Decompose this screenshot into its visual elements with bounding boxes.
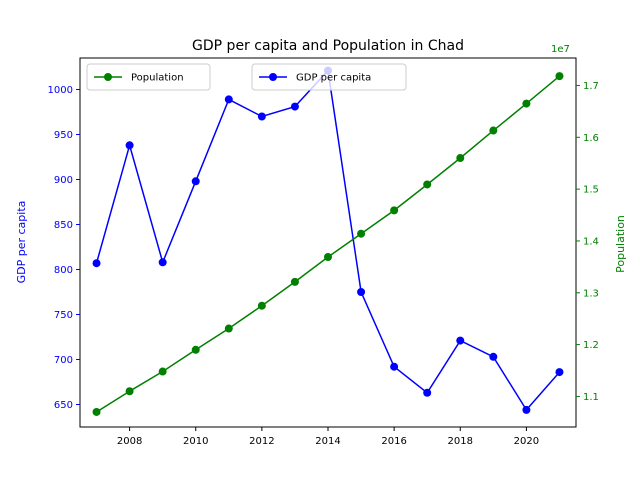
- y-axis-right: 1.1 1.2 1.3 1.4 1.5 1.6 1.7: [576, 81, 599, 403]
- legend: Population: [86, 63, 211, 91]
- data-point: [390, 206, 399, 215]
- data-point: [423, 180, 432, 189]
- y-tick-label: 750: [54, 310, 73, 321]
- data-point: [125, 387, 134, 396]
- y-tick-label: 950: [54, 130, 73, 141]
- data-point: [158, 258, 167, 267]
- legend-marker: [269, 73, 277, 81]
- data-point: [224, 95, 233, 104]
- legend-label: GDP per capita: [296, 73, 371, 84]
- data-point: [357, 229, 366, 238]
- series-line: [96, 75, 560, 413]
- data-point: [456, 336, 465, 345]
- y-tick-label: 650: [54, 400, 73, 411]
- x-tick-label: 2020: [514, 436, 539, 447]
- data-point: [357, 288, 366, 296]
- data-point: [390, 362, 399, 371]
- y-tick-label: 850: [54, 220, 73, 231]
- legend-box: [251, 63, 407, 91]
- data-point: [456, 154, 465, 163]
- y2-tick-label: 1.7: [583, 81, 599, 92]
- data-point: [290, 102, 299, 111]
- x-tick-label: 2014: [315, 436, 340, 447]
- y-tick-label: 700: [54, 355, 73, 366]
- y2-tick-label: 1.2: [583, 340, 599, 351]
- y2-tick-label: 1.3: [583, 288, 599, 299]
- data-point: [224, 324, 233, 333]
- data-point: [489, 126, 498, 135]
- data-point: [522, 405, 531, 414]
- y2-tick-label: 1.5: [583, 185, 599, 196]
- y-tick-label: 900: [54, 175, 73, 186]
- y2-axis-title: Population: [614, 215, 627, 273]
- y2-tick-label: 1.6: [583, 133, 599, 144]
- y-axis-left: 650 700 750 800 850 900 950 1000: [48, 85, 80, 411]
- data-point: [423, 388, 432, 397]
- x-tick-label: 2008: [117, 436, 142, 447]
- data-point: [125, 141, 134, 150]
- legend-marker: [104, 73, 112, 81]
- x-tick-label: 2018: [448, 436, 473, 447]
- y-tick-label: 800: [54, 265, 73, 276]
- data-point: [555, 368, 564, 377]
- series-0: [92, 66, 564, 414]
- series-layer: [92, 66, 564, 416]
- x-tick-label: 2010: [183, 436, 208, 447]
- data-point: [158, 367, 167, 376]
- data-point: [92, 407, 101, 416]
- data-point: [257, 301, 266, 310]
- data-point: [191, 345, 200, 354]
- chart-title: GDP per capita and Population in Chad: [192, 38, 464, 54]
- data-point: [555, 72, 564, 81]
- x-tick-label: 2012: [249, 436, 274, 447]
- plot-area: [79, 57, 577, 428]
- legend: GDP per capita: [251, 63, 407, 91]
- data-point: [92, 259, 101, 268]
- data-point: [324, 253, 332, 262]
- y2-tick-label: 1.4: [583, 236, 599, 247]
- data-point: [257, 112, 266, 121]
- series-1: [92, 72, 564, 416]
- y2-offset-label: 1e7: [551, 44, 570, 55]
- data-point: [522, 99, 531, 108]
- x-tick-label: 2016: [381, 436, 406, 447]
- x-axis: 2008 2010 2012 2014 2016 2018 2020: [117, 427, 539, 447]
- data-point: [290, 277, 299, 286]
- y-axis-title: GDP per capita: [15, 201, 28, 284]
- y-tick-label: 1000: [48, 85, 73, 96]
- data-point: [489, 352, 498, 361]
- plot-frame: [79, 57, 577, 428]
- legend-box: [86, 63, 211, 91]
- y2-tick-label: 1.1: [583, 392, 599, 403]
- legend-label: Population: [131, 73, 184, 84]
- legend-layer: Population GDP per capita: [86, 63, 407, 91]
- data-point: [191, 177, 200, 186]
